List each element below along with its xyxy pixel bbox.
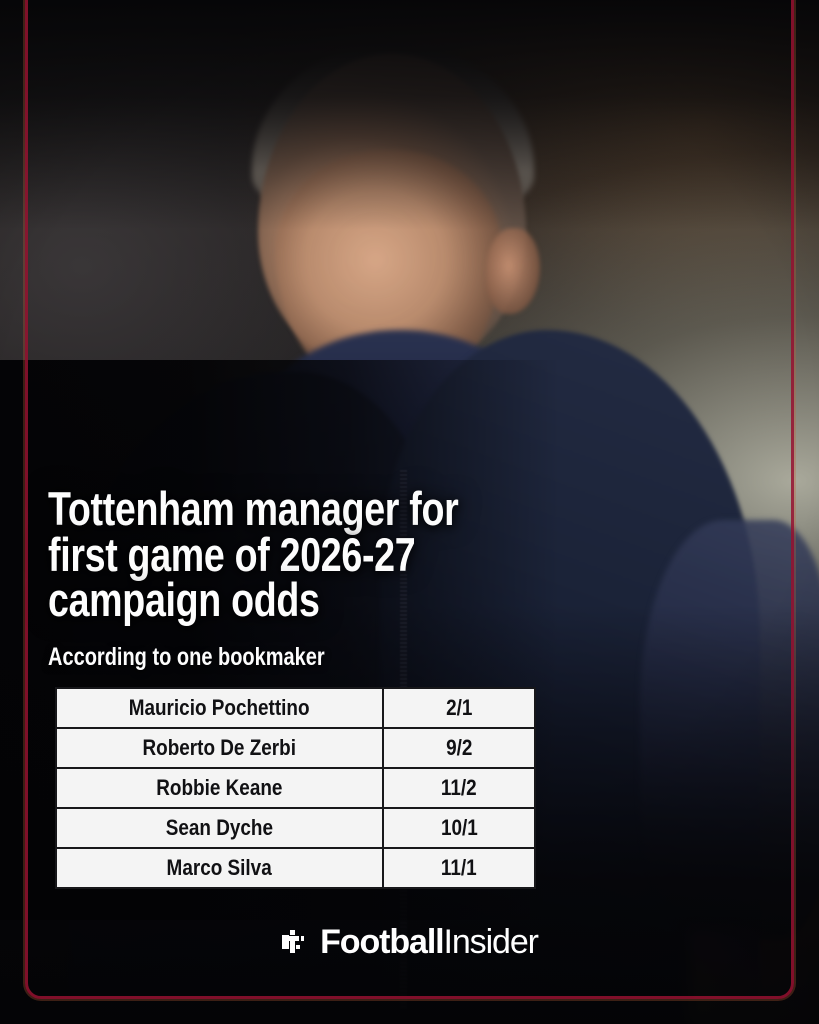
headline: Tottenham manager for first game of 2026… — [48, 482, 459, 627]
odds-cell: 9/2 — [382, 727, 536, 769]
odds-cell: 10/1 — [382, 807, 536, 849]
odds-table-body: Mauricio Pochettino 2/1 Roberto De Zerbi… — [55, 687, 536, 889]
odds-cell: 11/2 — [382, 767, 536, 809]
table-row: Marco Silva 11/1 — [55, 847, 536, 889]
odds-cell: 2/1 — [382, 687, 536, 729]
logo-wordmark: FootballInsider — [320, 923, 539, 961]
odds-table: Mauricio Pochettino 2/1 Roberto De Zerbi… — [55, 687, 536, 889]
manager-name-cell: Roberto De Zerbi — [55, 727, 384, 769]
table-row: Roberto De Zerbi 9/2 — [55, 727, 536, 769]
manager-name-cell: Mauricio Pochettino — [55, 687, 384, 729]
logo-word-football: Football — [320, 923, 445, 961]
football-player-icon — [281, 927, 311, 957]
table-row: Robbie Keane 11/2 — [55, 767, 536, 809]
manager-name-cell: Robbie Keane — [55, 767, 384, 809]
manager-name-cell: Sean Dyche — [55, 807, 384, 849]
subheadline: According to one bookmaker — [48, 643, 325, 671]
manager-name-cell: Marco Silva — [55, 847, 384, 889]
table-row: Mauricio Pochettino 2/1 — [55, 687, 536, 729]
table-row: Sean Dyche 10/1 — [55, 807, 536, 849]
odds-cell: 11/1 — [382, 847, 536, 889]
logo-word-insider: Insider — [443, 923, 539, 961]
brand-logo: FootballInsider — [0, 925, 819, 959]
